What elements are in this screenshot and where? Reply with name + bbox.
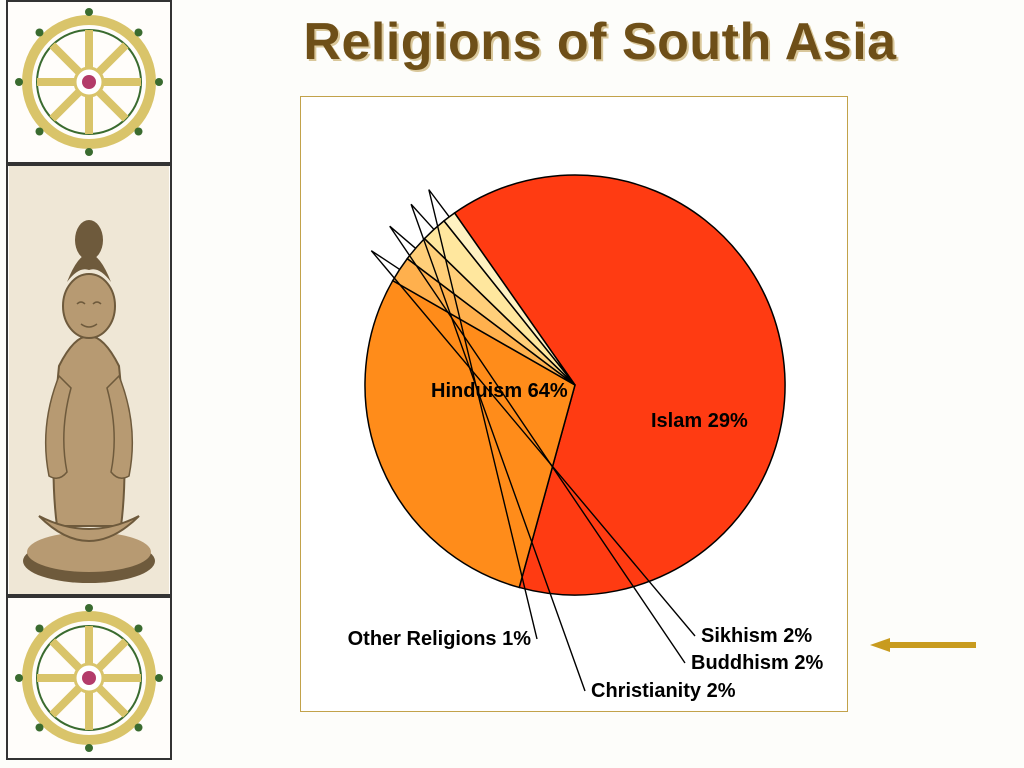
slice-label-sikhism: Sikhism 2% [701,625,812,647]
page-title: Religions of South Asia [190,12,1010,72]
dharma-wheel-icon [9,2,169,162]
slice-label-christianity: Christianity 2% [591,680,736,702]
slice-label-islam: Islam 29% [651,410,748,432]
pie-chart: Religions of South AsiaHinduism 64%Islam… [301,97,849,713]
dharma-wheel-top [6,0,172,164]
dharma-wheel-bottom [6,596,172,760]
slice-label-hinduism: Hinduism 64% [431,380,568,402]
callout-arrow [870,636,978,654]
dharma-wheel-icon [9,598,169,758]
buddha-statue-icon [9,166,169,594]
statue-image [6,164,172,596]
slice-label-other-religions: Other Religions 1% [348,628,532,650]
pie-chart-panel: Religions of South AsiaHinduism 64%Islam… [300,96,848,712]
slice-label-buddhism: Buddhism 2% [691,652,823,674]
sidebar [6,0,172,768]
